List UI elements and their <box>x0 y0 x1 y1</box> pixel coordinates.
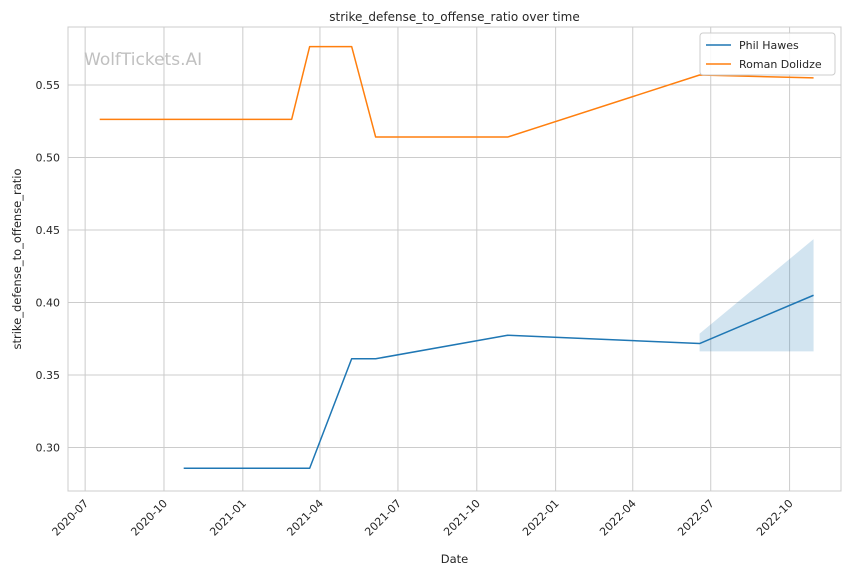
legend-label-roman-dolidze: Roman Dolidze <box>739 58 822 71</box>
plot-frame <box>67 26 842 492</box>
y-tick-label: 0.40 <box>36 297 61 310</box>
y-tick-label: 0.35 <box>36 369 61 382</box>
phil-hawes-line <box>183 294 814 469</box>
y-tick-label: 0.30 <box>36 442 61 455</box>
watermark: WolfTickets.AI <box>84 50 202 70</box>
x-axis-label: Date <box>441 552 469 566</box>
phil-hawes-confidence-band <box>699 239 814 352</box>
chart-title: strike_defense_to_offense_ratio over tim… <box>329 10 579 24</box>
series-group <box>99 45 814 469</box>
y-tick-label: 0.55 <box>36 79 61 92</box>
y-tick-label: 0.45 <box>36 224 61 237</box>
legend: Phil Hawes Roman Dolidze <box>699 32 836 76</box>
y-tick-labels: 0.30 0.35 0.40 0.45 0.50 0.55 <box>36 79 61 455</box>
y-axis-label: strike_defense_to_offense_ratio <box>10 168 24 349</box>
legend-box <box>699 32 836 76</box>
legend-label-phil-hawes: Phil Hawes <box>739 39 799 52</box>
roman-dolidze-line <box>99 45 814 138</box>
grid-lines <box>68 27 841 491</box>
y-tick-label: 0.50 <box>36 152 61 165</box>
